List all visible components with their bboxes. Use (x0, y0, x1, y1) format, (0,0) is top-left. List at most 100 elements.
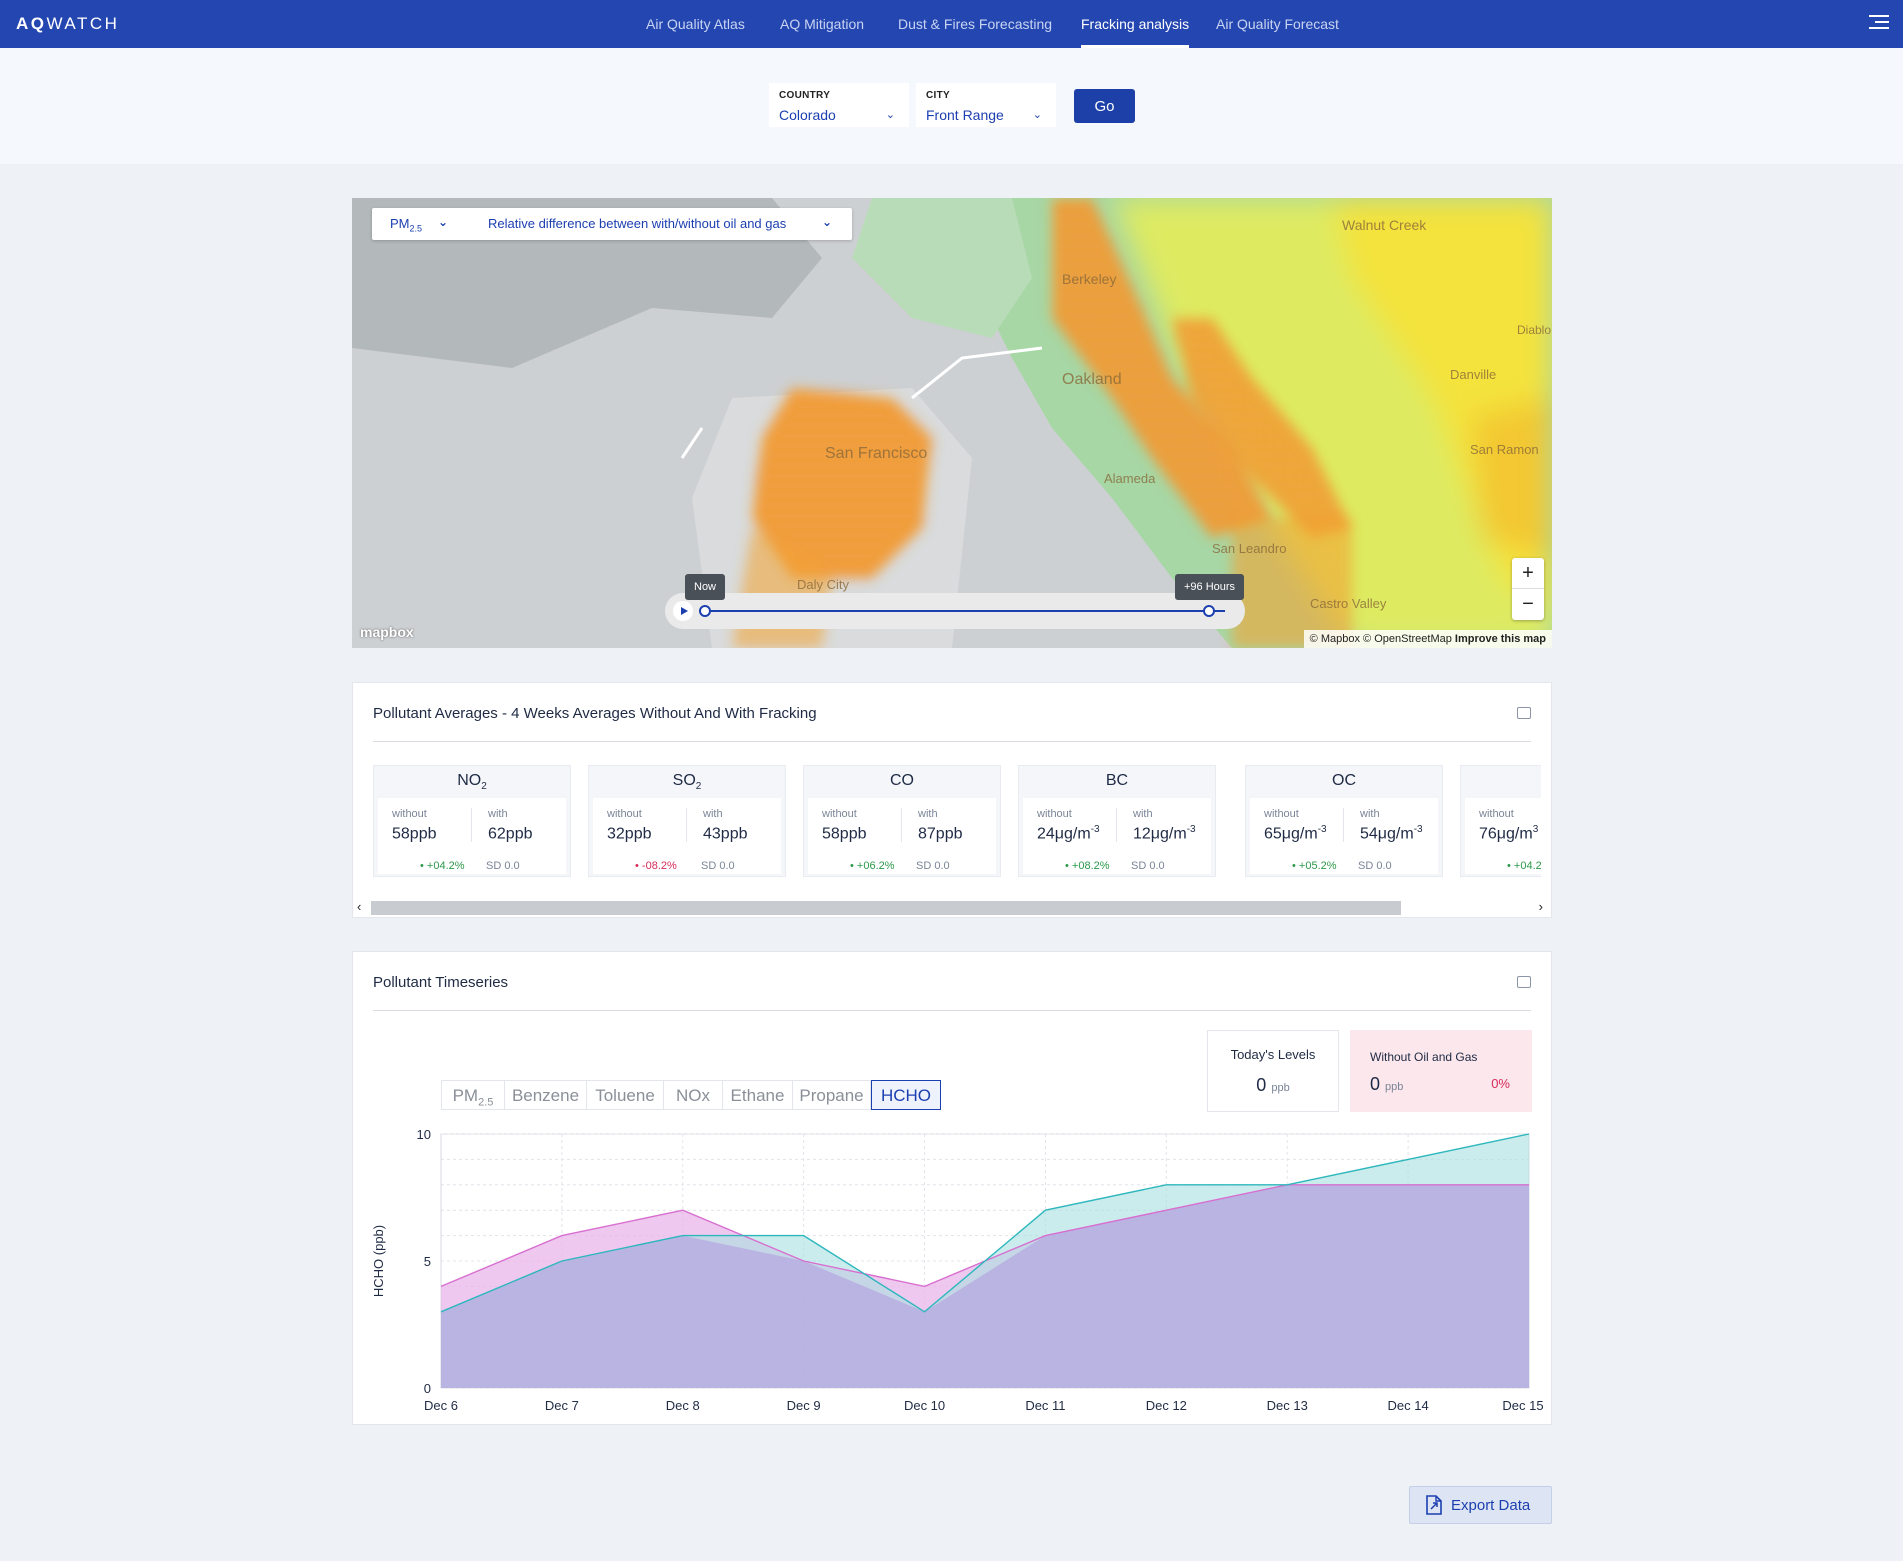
divider (1116, 808, 1117, 842)
y-tick-label: 10 (417, 1127, 431, 1142)
pollutant-averages-card: Pollutant Averages - 4 Weeks Averages Wi… (352, 682, 1552, 918)
nav-fracking-analysis[interactable]: Fracking analysis (1081, 0, 1190, 48)
pollutant-card[interactable]: SO2 without 32ppb with 43ppb • -08.2% SD 0.0 (588, 765, 786, 877)
pollutant-card[interactable]: OC without 65μg/m-3 with 54μg/m-3 • +05.2% SD … (1245, 765, 1443, 877)
zoom-in-button[interactable]: + (1512, 558, 1544, 589)
timeline-start-handle[interactable] (699, 605, 711, 617)
divider (373, 1010, 1531, 1011)
standard-deviation: SD 0.0 (916, 860, 950, 872)
without-oil-gas-percent: 0% (1491, 1076, 1510, 1091)
without-oil-gas-box: Without Oil and Gas 0 ppb 0% (1350, 1030, 1532, 1112)
pollutant-values: without 65μg/m-3 with 54μg/m-3 • +05.2% SD 0.… (1250, 798, 1438, 874)
city-select[interactable]: CITY Front Range ⌄ (916, 83, 1056, 127)
layer-dropdown[interactable]: Relative difference between with/without… (488, 216, 787, 231)
x-tick-label: Dec 13 (1267, 1398, 1308, 1410)
nav-aq-mitigation[interactable]: AQ Mitigation (780, 16, 865, 32)
forecast-timeline[interactable]: Now +96 Hours (665, 574, 1245, 629)
chart-area-overlap (441, 1184, 1529, 1388)
chart-line-series-1 (440, 1133, 1530, 1313)
pollutant-carousel[interactable]: NO2 without 58ppb with 62ppb • +04.2% SD 0.0 SO… (373, 765, 1541, 879)
mapbox-logo[interactable]: mapbox (360, 624, 414, 640)
hcho-area-chart[interactable]: 0 5 10 Dec 6 Dec 7 Dec 8 Dec 9 Dec 10 Dec 11 Dec … (353, 1120, 1549, 1410)
map-land-west (352, 198, 822, 368)
play-icon[interactable] (673, 601, 693, 621)
x-tick-label: Dec 9 (787, 1398, 821, 1410)
osm-attribution-link[interactable]: © OpenStreetMap (1363, 633, 1452, 645)
export-data-label: Export Data (1451, 1497, 1531, 1514)
divider (1343, 808, 1344, 842)
map-canvas[interactable]: Walnut Creek Berkeley Diablo Danville Oa… (352, 198, 1552, 648)
improve-map-link[interactable]: Improve this map (1454, 633, 1546, 645)
tab-nox[interactable]: NOx (663, 1080, 723, 1110)
x-tick-label: Dec 7 (545, 1398, 579, 1410)
go-button[interactable]: Go (1074, 89, 1135, 123)
tab-hcho[interactable]: HCHO (871, 1080, 941, 1110)
country-select[interactable]: COUNTRY Colorado ⌄ (769, 83, 909, 127)
hamburger-menu-icon[interactable] (1869, 14, 1889, 32)
pollutant-name: OC (1332, 772, 1356, 789)
zoom-out-button[interactable]: − (1522, 593, 1534, 615)
pollutant-card[interactable]: BC without 24μg/m-3 with 12μg/m-3 • +08.2% SD … (1018, 765, 1216, 877)
pollutant-name: NO2 (457, 772, 487, 793)
pollution-map[interactable]: Walnut Creek Berkeley Diablo Danville Oa… (352, 198, 1552, 648)
map-label-san-ramon: San Ramon (1470, 442, 1539, 457)
with-label: with (1360, 808, 1380, 820)
x-tick-label: Dec 10 (904, 1398, 945, 1410)
tab-benzene[interactable]: Benzene (504, 1080, 587, 1110)
y-tick-label: 5 (424, 1254, 431, 1269)
export-data-button[interactable]: Export Data (1409, 1486, 1552, 1524)
timeline-end-tooltip: +96 Hours (1175, 574, 1245, 600)
divider (901, 808, 902, 842)
tab-ethane[interactable]: Ethane (722, 1080, 793, 1110)
standard-deviation: SD 0.0 (1131, 860, 1165, 872)
timeline-now-tooltip: Now (685, 574, 726, 600)
without-value: 24μg/m-3 (1037, 824, 1100, 843)
timeseries-title: Pollutant Timeseries (373, 974, 509, 991)
without-label: without (1264, 808, 1299, 820)
pollutant-name: P (1461, 772, 1541, 792)
todays-levels-value: 0 ppb (1256, 1075, 1290, 1095)
pollutant-card[interactable]: Pwithout 76μg/m3 • +04.2% (1460, 765, 1541, 877)
nav-air-quality-atlas[interactable]: Air Quality Atlas (646, 16, 745, 32)
mapbox-attribution-link[interactable]: © Mapbox (1309, 633, 1360, 645)
scroll-left-button[interactable]: ‹ (357, 899, 362, 914)
pollutant-values: without 76μg/m3 • +04.2% (1465, 798, 1541, 874)
map-land-north (852, 198, 1032, 338)
change-percent: • -08.2% (635, 860, 677, 872)
nav-dust-fires-forecasting[interactable]: Dust & Fires Forecasting (898, 16, 1053, 32)
nav-air-quality-forecast[interactable]: Air Quality Forecast (1216, 16, 1339, 32)
horizontal-scrollbar[interactable]: ‹ › (357, 899, 1547, 915)
chevron-down-icon[interactable]: ⌄ (438, 215, 449, 229)
without-value: 65μg/m-3 (1264, 824, 1327, 843)
todays-levels-box: Today's Levels 0 ppb (1207, 1030, 1339, 1112)
pollutant-values: without 32ppb with 43ppb • -08.2% SD 0.0 (593, 798, 781, 874)
pollutant-card[interactable]: NO2 without 58ppb with 62ppb • +04.2% SD 0.0 (373, 765, 571, 877)
map-label-daly-city: Daly City (797, 577, 850, 592)
divider (686, 808, 687, 842)
pollutant-card[interactable]: CO without 58ppb with 87ppb • +06.2% SD 0.0 (803, 765, 1001, 877)
change-percent: • +06.2% (850, 860, 895, 872)
expand-icon[interactable] (1517, 976, 1531, 988)
timeline-end-handle[interactable] (1203, 605, 1215, 617)
pollutant-dropdown[interactable]: PM2.5 (390, 216, 423, 234)
map-label-danville: Danville (1450, 367, 1496, 382)
with-label: with (703, 808, 723, 820)
y-axis-label: HCHO (ppb) (371, 1225, 386, 1297)
app-logo[interactable]: AQWATCH (16, 14, 120, 33)
with-value: 12μg/m-3 (1133, 824, 1196, 843)
chevron-down-icon[interactable]: ⌄ (822, 215, 833, 229)
with-label: with (1133, 808, 1153, 820)
expand-icon[interactable] (1517, 707, 1531, 719)
timeline-track[interactable] (705, 610, 1225, 612)
scrollbar-thumb[interactable] (371, 901, 1401, 915)
tab-toluene[interactable]: Toluene (586, 1080, 664, 1110)
x-tick-label: Dec 12 (1146, 1398, 1187, 1410)
scroll-right-button[interactable]: › (1538, 899, 1543, 914)
map-label-san-francisco: San Francisco (825, 445, 927, 462)
averages-title: Pollutant Averages - 4 Weeks Averages Wi… (373, 705, 817, 722)
change-percent: • +05.2% (1292, 860, 1337, 872)
tab-pm25[interactable]: PM2.5 (441, 1080, 505, 1110)
change-percent: • +04.2% (420, 860, 465, 872)
tab-propane[interactable]: Propane (792, 1080, 871, 1110)
chevron-down-icon: ⌄ (1032, 109, 1042, 121)
